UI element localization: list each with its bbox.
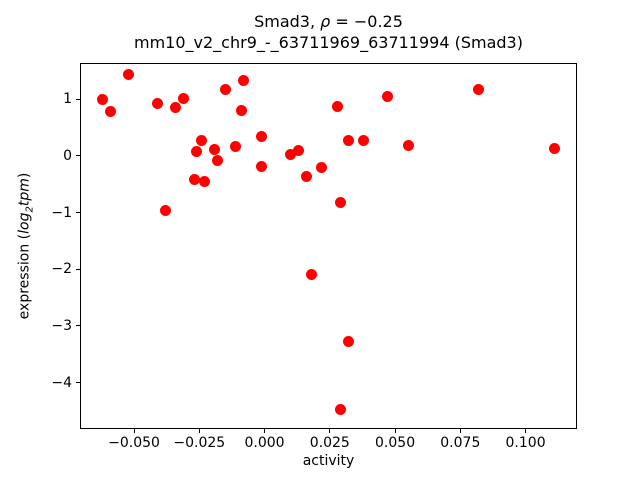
data-point [548, 143, 560, 155]
y-tick-label: −4 [51, 374, 72, 391]
data-point [188, 173, 200, 185]
x-tick-label: −0.025 [173, 435, 226, 451]
ylabel-math: log2tpm [16, 178, 36, 234]
y-tick-label: 1 [63, 91, 72, 108]
title-correlation-value: = −0.25 [330, 12, 403, 31]
data-point [256, 131, 268, 143]
data-point [334, 196, 346, 208]
data-point [342, 134, 354, 146]
data-point [178, 93, 190, 105]
data-point [97, 94, 109, 106]
data-point [256, 161, 268, 173]
chart-title-line2: mm10_v2_chr9_-_63711969_63711994 (Smad3) [134, 33, 523, 52]
data-point [381, 90, 393, 102]
data-point [285, 149, 297, 161]
data-point [300, 170, 312, 182]
data-point [196, 134, 208, 146]
data-point [212, 154, 224, 166]
chart-title: Smad3, ρ = −0.25 mm10_v2_chr9_-_63711969… [80, 11, 577, 53]
data-point [105, 105, 117, 117]
data-point [473, 84, 485, 96]
y-tick-mark [76, 155, 80, 157]
ylabel-prefix: expression ( [16, 233, 33, 320]
title-gene-prefix: Smad3, [254, 12, 321, 31]
x-tick-mark [264, 429, 266, 433]
data-point [358, 134, 370, 146]
data-point [306, 269, 318, 281]
plot-area [80, 63, 577, 429]
chart-title-line1: Smad3, ρ = −0.25 [80, 11, 577, 32]
data-point [191, 145, 203, 157]
y-tick-label: −3 [51, 317, 72, 334]
data-point [332, 100, 344, 112]
ylabel-tpm: tpm [16, 178, 33, 207]
x-tick-mark [525, 429, 527, 433]
data-point [230, 141, 242, 153]
x-tick-mark [459, 429, 461, 433]
title-rho-symbol: ρ [320, 12, 331, 31]
x-tick-mark [394, 429, 396, 433]
data-point [170, 102, 182, 114]
y-tick-label: −1 [51, 204, 72, 221]
x-tick-mark [329, 429, 331, 433]
ylabel-suffix: ) [16, 172, 33, 179]
x-tick-label: 0.000 [244, 435, 285, 451]
y-tick-label: 0 [63, 147, 72, 164]
y-tick-label: −2 [51, 261, 72, 278]
x-tick-label: 0.075 [440, 435, 481, 451]
y-tick-mark [76, 98, 80, 100]
data-point [219, 83, 231, 95]
y-tick-mark [76, 382, 80, 384]
data-point [238, 75, 250, 87]
ylabel-log: log [16, 212, 33, 234]
data-point [316, 162, 328, 174]
data-point [123, 69, 135, 81]
y-axis-label: expression (log2tpm) [17, 173, 36, 320]
x-tick-label: 0.050 [375, 435, 416, 451]
data-point [402, 140, 414, 152]
data-point [199, 175, 210, 187]
x-tick-mark [198, 429, 200, 433]
ylabel-log-base: 2 [24, 206, 36, 213]
x-tick-label: 0.025 [309, 435, 350, 451]
x-tick-mark [133, 429, 135, 433]
data-point [334, 403, 346, 415]
y-tick-mark [76, 268, 80, 270]
data-point [235, 105, 247, 117]
data-point [152, 97, 164, 109]
y-tick-mark [76, 212, 80, 214]
y-tick-mark [76, 325, 80, 327]
data-point [209, 144, 221, 156]
x-tick-label: −0.050 [108, 435, 160, 451]
x-axis-label: activity [302, 453, 355, 469]
data-point [159, 205, 171, 217]
x-tick-label: 0.100 [505, 435, 546, 451]
data-point [292, 144, 304, 156]
data-point [342, 336, 354, 348]
